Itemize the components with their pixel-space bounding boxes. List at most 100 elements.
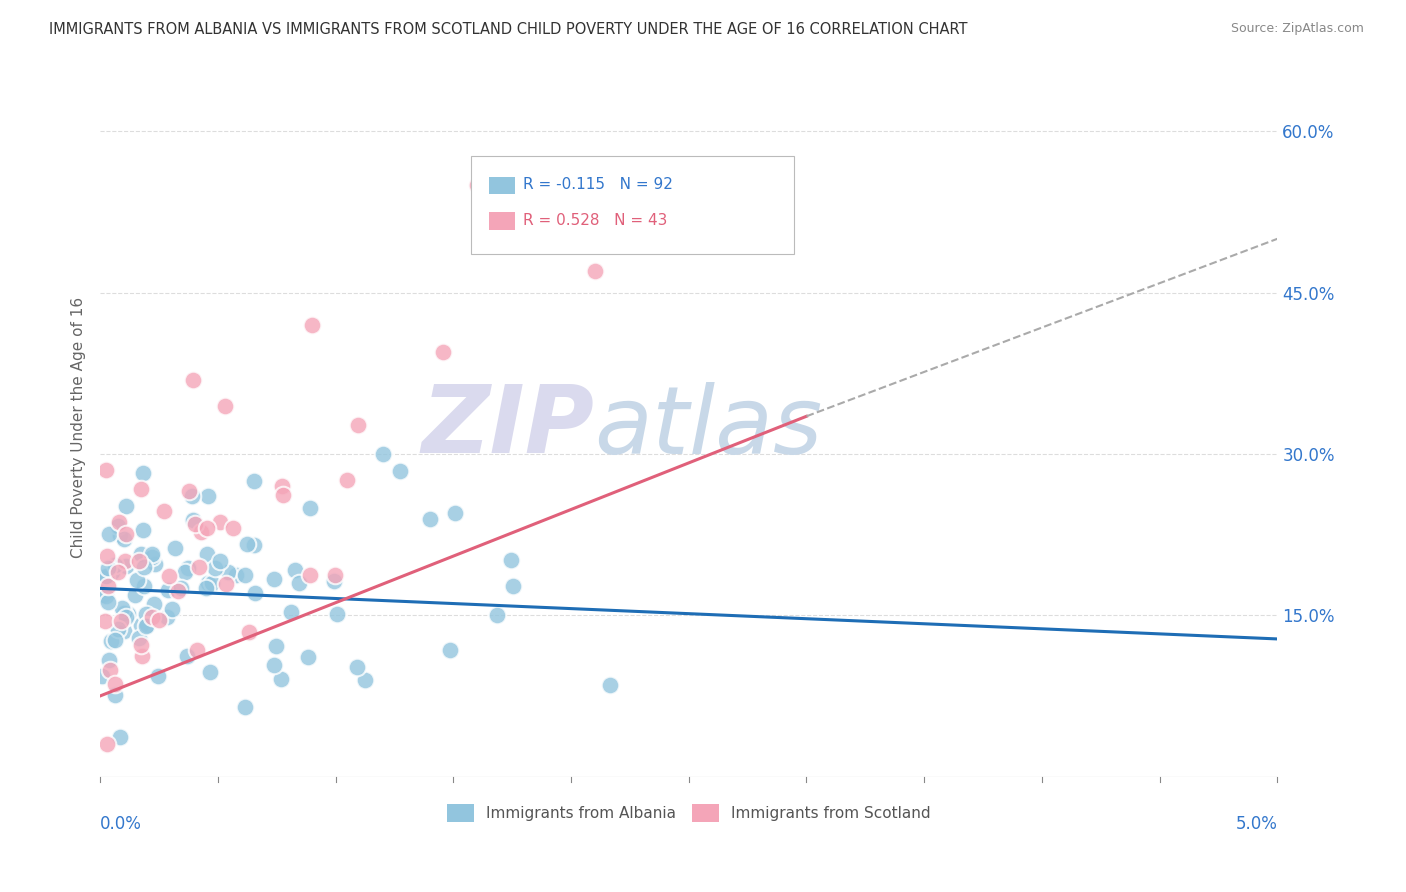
Point (115, 558, 138, 573)
Point (323, 574, 346, 589)
Point (501, 553, 523, 567)
Point (181, 373, 204, 387)
Y-axis label: Child Poverty Under the Age of 16: Child Poverty Under the Age of 16 (72, 296, 86, 558)
Point (91, 588, 114, 602)
Point (132, 524, 155, 538)
Point (465, 178, 488, 192)
Point (190, 524, 212, 539)
Point (419, 512, 441, 526)
Point (98, 527, 121, 541)
Point (204, 561, 226, 575)
Point (129, 638, 152, 652)
Point (96, 549, 118, 564)
Point (502, 579, 524, 593)
Point (96, 737, 118, 751)
Point (439, 643, 461, 657)
Point (225, 567, 247, 582)
Point (160, 602, 183, 616)
Point (98, 653, 121, 667)
Point (389, 464, 412, 478)
Point (136, 617, 159, 632)
Point (135, 619, 157, 633)
Text: Source: ZipAtlas.com: Source: ZipAtlas.com (1230, 22, 1364, 36)
Point (112, 532, 135, 546)
Point (174, 565, 197, 579)
Point (108, 527, 131, 541)
Point (217, 565, 239, 579)
Point (181, 513, 204, 527)
Point (181, 489, 204, 503)
Point (141, 547, 163, 561)
Point (243, 586, 266, 600)
Point (145, 557, 167, 571)
Point (222, 521, 245, 535)
Point (347, 418, 370, 433)
Point (98, 663, 121, 677)
Point (443, 506, 465, 520)
Point (301, 318, 323, 332)
Point (115, 527, 138, 541)
Point (142, 597, 165, 611)
Point (127, 573, 149, 587)
Point (271, 488, 294, 502)
Point (107, 565, 129, 579)
Point (167, 584, 190, 599)
Point (263, 572, 285, 586)
Point (599, 678, 621, 692)
Point (485, 608, 508, 623)
Point (288, 576, 311, 591)
Point (96, 570, 118, 584)
Point (215, 577, 238, 591)
Point (146, 669, 169, 683)
Text: R = 0.528   N = 43: R = 0.528 N = 43 (523, 213, 668, 227)
Point (107, 518, 129, 533)
Point (197, 575, 219, 590)
Point (583, 264, 606, 278)
Text: 0.0%: 0.0% (100, 815, 142, 833)
Point (148, 613, 170, 627)
Point (208, 515, 231, 529)
Point (135, 607, 157, 621)
Point (97, 561, 120, 575)
Point (159, 569, 181, 583)
Text: ZIP: ZIP (422, 381, 595, 473)
Point (104, 558, 127, 573)
Point (93, 571, 115, 585)
Point (238, 624, 260, 639)
Point (94, 589, 117, 603)
Point (117, 607, 139, 621)
Point (208, 554, 231, 568)
Point (179, 483, 201, 498)
Point (214, 400, 236, 414)
Point (129, 482, 152, 496)
Point (183, 517, 205, 532)
Point (110, 614, 132, 628)
Point (236, 537, 259, 551)
Point (336, 473, 359, 487)
Point (108, 516, 131, 530)
Point (200, 665, 222, 679)
Point (100, 633, 122, 648)
Point (271, 478, 294, 492)
Point (141, 609, 163, 624)
Point (97, 595, 120, 609)
Point (91, 669, 114, 683)
Point (371, 447, 394, 461)
Legend: Immigrants from Albania, Immigrants from Scotland: Immigrants from Albania, Immigrants from… (440, 797, 936, 829)
Point (346, 660, 368, 674)
Point (114, 554, 136, 568)
Point (104, 689, 127, 703)
Point (97, 579, 120, 593)
Point (128, 554, 150, 568)
Point (177, 560, 200, 574)
Point (104, 632, 127, 647)
Point (128, 631, 150, 645)
Point (195, 521, 218, 535)
Point (186, 642, 208, 657)
Point (194, 581, 217, 595)
Point (129, 618, 152, 632)
Point (263, 658, 285, 673)
Point (111, 600, 134, 615)
Point (280, 605, 302, 619)
Point (243, 538, 266, 552)
